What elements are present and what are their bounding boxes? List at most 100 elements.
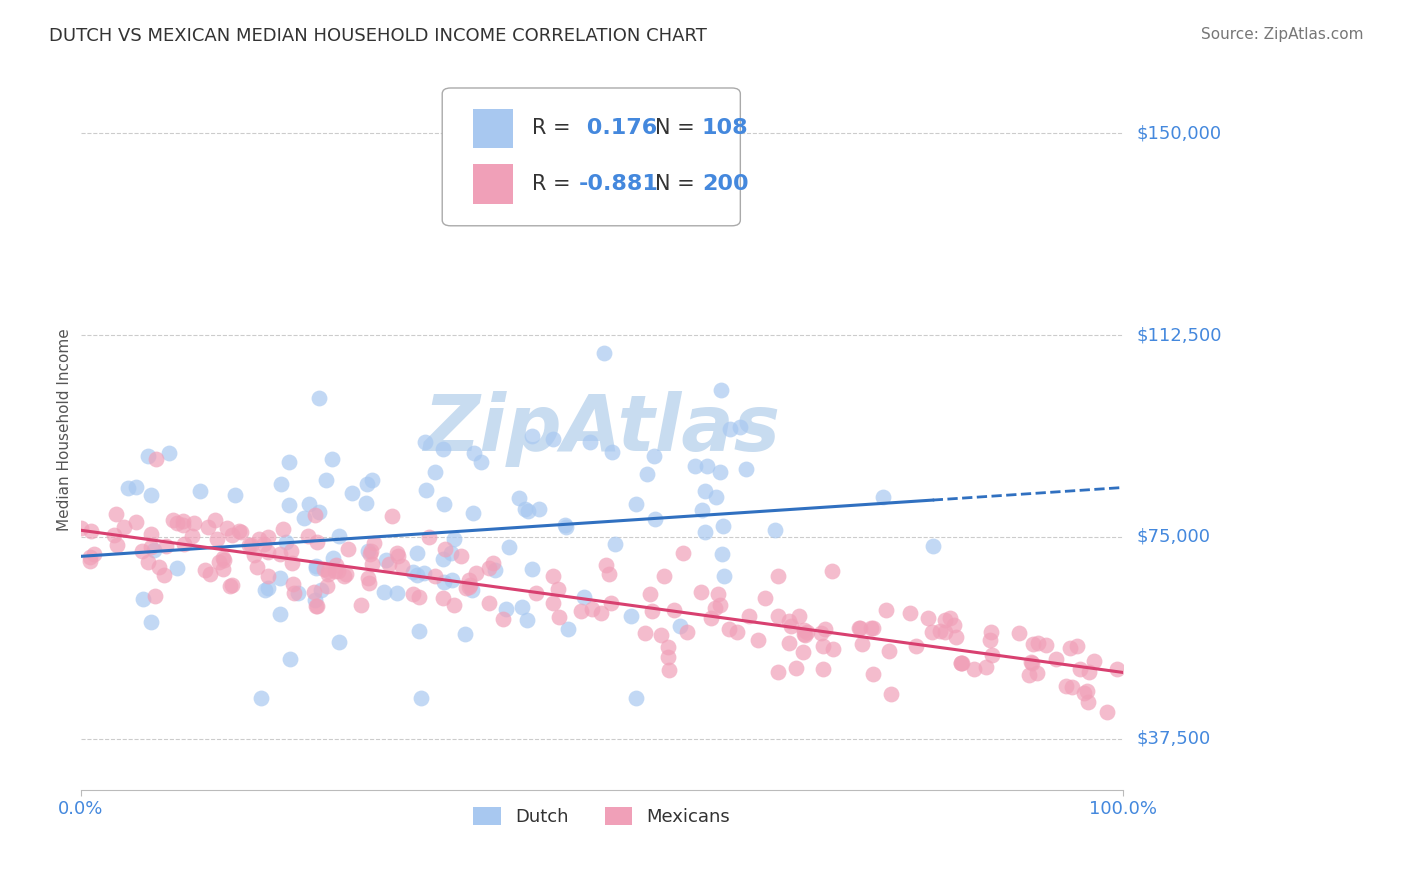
Point: [402, 565, 425, 579]
Point: [495, 601, 517, 615]
Point: [904, 639, 927, 653]
Point: [510, 600, 533, 615]
Point: [811, 662, 834, 676]
Point: [1105, 662, 1128, 676]
Point: [1045, 652, 1067, 666]
Point: [441, 573, 464, 587]
Point: [139, 488, 162, 502]
Point: [257, 530, 280, 544]
Point: [921, 625, 943, 640]
Point: [406, 568, 429, 582]
Point: [963, 662, 986, 676]
Point: [197, 520, 219, 534]
Point: [872, 491, 894, 505]
Point: [554, 520, 576, 534]
Point: [425, 569, 447, 583]
Point: [315, 473, 337, 487]
Point: [360, 544, 382, 558]
Point: [602, 445, 624, 459]
Point: [683, 458, 706, 473]
Point: [508, 491, 530, 505]
Point: [415, 483, 437, 497]
Point: [211, 551, 233, 566]
Point: [949, 657, 972, 671]
Point: [316, 565, 339, 579]
Point: [778, 636, 800, 650]
Point: [470, 455, 492, 469]
Point: [270, 476, 292, 491]
Point: [413, 566, 436, 581]
Point: [728, 419, 751, 434]
Point: [83, 547, 105, 561]
Point: [541, 432, 564, 446]
Point: [693, 524, 716, 539]
Point: [139, 540, 162, 554]
Point: [112, 520, 135, 534]
Point: [457, 580, 479, 594]
Point: [271, 522, 294, 536]
Point: [312, 562, 335, 576]
Point: [418, 530, 440, 544]
Point: [848, 621, 870, 635]
Point: [675, 625, 697, 640]
Point: [1069, 662, 1091, 676]
Point: [450, 549, 472, 563]
Point: [657, 640, 679, 655]
Point: [141, 526, 163, 541]
Point: [257, 545, 280, 559]
Point: [862, 666, 884, 681]
Point: [1054, 679, 1077, 693]
Point: [433, 574, 456, 589]
Point: [768, 665, 790, 679]
Point: [766, 568, 789, 582]
Point: [598, 567, 620, 582]
Point: [696, 458, 718, 473]
Point: [1095, 705, 1118, 719]
Point: [253, 537, 276, 551]
Point: [478, 560, 501, 574]
Point: [228, 524, 250, 539]
Point: [443, 598, 465, 612]
Point: [143, 542, 166, 557]
Point: [239, 538, 262, 552]
FancyBboxPatch shape: [443, 88, 741, 226]
Point: [458, 573, 481, 587]
Point: [162, 513, 184, 527]
Point: [1026, 636, 1049, 650]
Point: [658, 664, 681, 678]
Point: [520, 429, 543, 443]
Point: [979, 633, 1001, 648]
Point: [321, 452, 343, 467]
Point: [657, 649, 679, 664]
Point: [478, 596, 501, 610]
Legend: Dutch, Mexicans: Dutch, Mexicans: [464, 797, 740, 835]
Point: [125, 480, 148, 494]
Point: [277, 455, 299, 469]
Point: [322, 551, 344, 566]
Point: [308, 506, 330, 520]
Point: [792, 645, 814, 659]
Point: [695, 483, 717, 498]
Point: [589, 606, 612, 620]
Point: [357, 571, 380, 585]
Point: [333, 568, 356, 582]
Point: [305, 599, 328, 613]
Point: [381, 508, 404, 523]
Point: [823, 642, 845, 657]
Point: [103, 528, 125, 542]
Point: [148, 559, 170, 574]
Point: [851, 637, 873, 651]
Point: [350, 598, 373, 612]
Point: [641, 604, 664, 618]
Point: [1021, 655, 1043, 669]
Point: [188, 483, 211, 498]
Point: [138, 555, 160, 569]
Point: [305, 599, 328, 614]
Point: [311, 582, 333, 597]
Point: [124, 515, 146, 529]
Point: [711, 519, 734, 533]
Point: [796, 625, 818, 640]
Point: [269, 607, 291, 622]
Point: [357, 544, 380, 558]
Point: [713, 569, 735, 583]
